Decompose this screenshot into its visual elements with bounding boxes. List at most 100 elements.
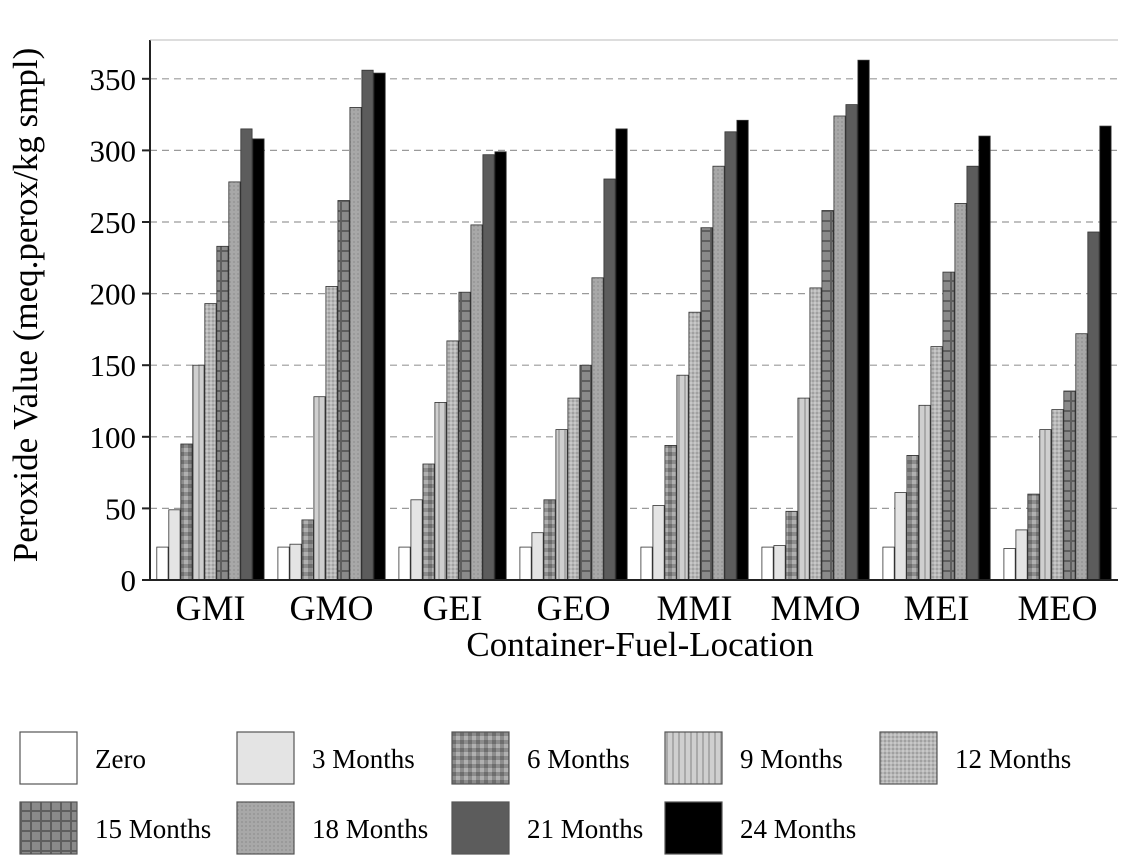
x-category-label: GEO [537,588,611,628]
x-category-label: MEO [1018,588,1098,628]
x-category-labels: GMI GMO GEI GEO MMI MMO MEI MEO [176,588,1098,628]
legend: Zero 3 Months 6 Months 9 Months 12 Months 15 … [19,731,1071,855]
legend-swatch [451,801,510,855]
bar-mmi-series-7 [724,131,737,581]
legend-swatch [664,731,723,785]
bar-mei-series-3 [918,404,931,581]
legend-label: 18 Months [312,814,428,844]
bar-meo-series-6 [1075,333,1088,581]
bar-mei-series-2 [906,454,919,581]
y-tick-label: 300 [90,133,137,168]
bar-mmo-series-7 [845,104,858,581]
bar-mmo-series-4 [809,287,822,581]
legend-swatch [451,731,510,785]
bar-gmi-series-8 [252,138,265,581]
x-category-label: GMI [176,588,246,628]
bar-meo-series-4 [1051,409,1064,581]
legend-swatch [879,731,938,785]
bar-mmi-series-6 [712,165,725,581]
bar-mmi-series-0 [640,546,653,581]
bar-mmi-series-5 [700,227,713,581]
y-tick-label: 200 [90,277,137,312]
legend-label: 3 Months [312,744,415,774]
y-tick-label: 50 [105,491,136,526]
legend-swatch [19,801,78,855]
bar-gei-series-0 [398,546,411,581]
bar-geo-series-0 [519,546,532,581]
bar-gmo-series-0 [277,546,290,581]
y-tick-label: 150 [90,348,137,383]
legend-label: 21 Months [527,814,643,844]
bar-gmi-series-5 [216,245,229,581]
legend-label: 12 Months [955,744,1071,774]
x-axis-title: Container-Fuel-Location [466,625,813,664]
x-category-label: MMI [656,588,732,628]
bar-gei-series-4 [446,340,459,581]
bar-mmi-series-4 [688,311,701,581]
x-category-label: MMO [770,588,860,628]
bar-mei-series-1 [894,492,907,581]
legend-label: 9 Months [740,744,843,774]
bar-mei-series-6 [954,202,967,581]
bar-meo-series-3 [1039,429,1052,581]
bar-geo-series-5 [579,364,592,581]
bar-gei-series-3 [434,401,447,581]
bar-gei-series-8 [494,151,507,581]
legend-label: 15 Months [95,814,211,844]
bar-geo-series-3 [555,429,568,581]
bar-mmo-series-8 [857,59,870,581]
bar-gmo-series-4 [325,285,338,581]
bar-mei-series-8 [978,135,991,581]
bar-geo-series-1 [531,532,544,581]
bar-mei-series-7 [966,165,979,581]
bar-gmi-series-6 [228,181,241,581]
y-tick-label: 0 [121,563,137,598]
bar-mmo-series-6 [833,115,846,581]
bar-gmo-series-6 [349,107,362,581]
bar-mei-series-4 [930,346,943,581]
legend-swatch [19,731,78,785]
bar-gei-series-7 [482,154,495,581]
bar-mmi-series-3 [676,374,689,581]
bar-meo-series-0 [1003,548,1016,581]
bar-gei-series-2 [422,463,435,581]
bar-gmi-series-0 [156,546,169,581]
bar-mmi-series-8 [736,119,749,581]
bar-gmo-series-7 [361,69,374,581]
bar-gmo-series-3 [313,396,326,581]
y-tick-label: 100 [90,420,137,455]
x-category-label: GEI [423,588,483,628]
bar-mmo-series-5 [821,210,834,581]
bar-mmo-series-2 [785,510,798,581]
legend-swatch [236,731,295,785]
bar-gmo-series-2 [301,519,314,581]
y-tick-label: 250 [90,205,137,240]
legend-swatch [236,801,295,855]
gridlines [150,78,1118,509]
bars-group [156,59,1112,581]
y-axis-title: Peroxide Value (meq.perox/kg smpl) [6,48,45,563]
legend-swatch [664,801,723,855]
bar-gmi-series-2 [180,443,193,581]
bar-gei-series-6 [470,224,483,581]
bar-geo-series-8 [615,128,628,581]
bar-mei-series-0 [882,546,895,581]
bar-mmo-series-1 [773,545,786,581]
legend-label: Zero [95,744,146,774]
bar-meo-series-2 [1027,493,1040,581]
bar-gei-series-1 [410,499,423,581]
bar-meo-series-7 [1087,231,1100,581]
bar-gmo-series-8 [373,72,386,581]
bar-mei-series-5 [942,271,955,581]
bar-geo-series-7 [603,178,616,581]
x-category-label: MEI [904,588,970,628]
bar-geo-series-6 [591,277,604,581]
bar-mmi-series-1 [652,505,665,581]
bar-mmo-series-0 [761,546,774,581]
bar-geo-series-2 [543,499,556,581]
bar-gmi-series-3 [192,364,205,581]
bar-gmo-series-1 [289,543,302,581]
legend-label: 24 Months [740,814,856,844]
y-tick-labels: 0 50 100 150 200 250 300 350 [90,62,150,598]
bar-meo-series-5 [1063,390,1076,581]
